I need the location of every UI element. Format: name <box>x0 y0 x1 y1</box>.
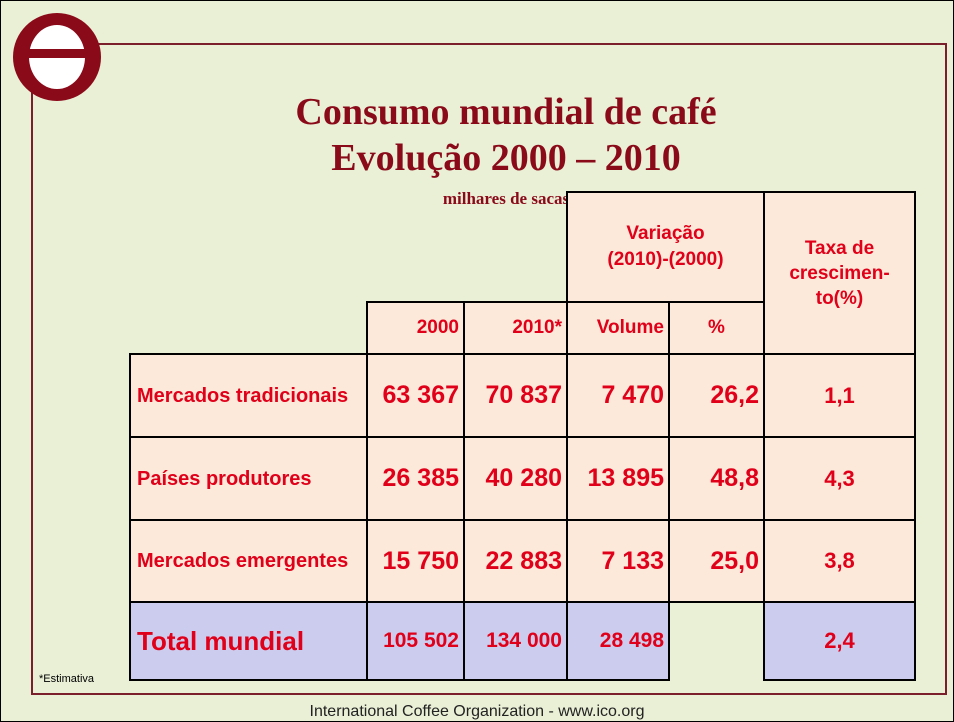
total-label: Total mundial <box>129 601 368 681</box>
cell-value: 26,2 <box>668 353 765 438</box>
column-header: % <box>668 301 765 355</box>
rate-value: 3,8 <box>763 519 916 603</box>
total-value: 28 498 <box>566 601 670 681</box>
rate-header-line: Taxa de <box>804 237 875 259</box>
column-header: 2000 <box>366 301 465 355</box>
row-label: Mercados tradicionais <box>129 353 368 438</box>
footer: International Coffee Organization - www.… <box>309 703 645 720</box>
rate-header: Taxa de crescimen-to(%) <box>763 191 916 355</box>
cell-value: 7 133 <box>566 519 670 603</box>
cell-value: 40 280 <box>463 436 568 521</box>
row-label: Mercados emergentes <box>129 519 368 603</box>
cell-value: 22 883 <box>463 519 568 603</box>
cell-value: 15 750 <box>366 519 465 603</box>
rate-value: 1,1 <box>763 353 916 438</box>
rate-value: 4,3 <box>763 436 916 521</box>
title: Evolução 2000 – 2010 <box>331 137 681 179</box>
column-header: 2010* <box>463 301 568 355</box>
row-label: Países produtores <box>129 436 368 521</box>
cell-value: 7 470 <box>566 353 670 438</box>
footnote: *Estimativa <box>39 673 95 685</box>
rate-header-line: crescimen- <box>789 262 890 284</box>
cell-value: 26 385 <box>366 436 465 521</box>
cell-value: 48,8 <box>668 436 765 521</box>
total-value: 105 502 <box>366 601 465 681</box>
cell-value: 63 367 <box>366 353 465 438</box>
cell-value: 70 837 <box>463 353 568 438</box>
cell-value: 25,0 <box>668 519 765 603</box>
frame <box>31 43 947 695</box>
subtitle: milhares de sacas <box>442 189 570 208</box>
rate-header-line: to(%) <box>815 287 864 309</box>
logo <box>13 13 101 101</box>
group-header: Variação (2010)-(2000) <box>566 191 765 303</box>
title: Consumo mundial de café <box>295 91 717 133</box>
column-header: Volume <box>566 301 670 355</box>
cell-value: 13 895 <box>566 436 670 521</box>
total-value: 134 000 <box>463 601 568 681</box>
total-rate: 2,4 <box>763 601 916 681</box>
